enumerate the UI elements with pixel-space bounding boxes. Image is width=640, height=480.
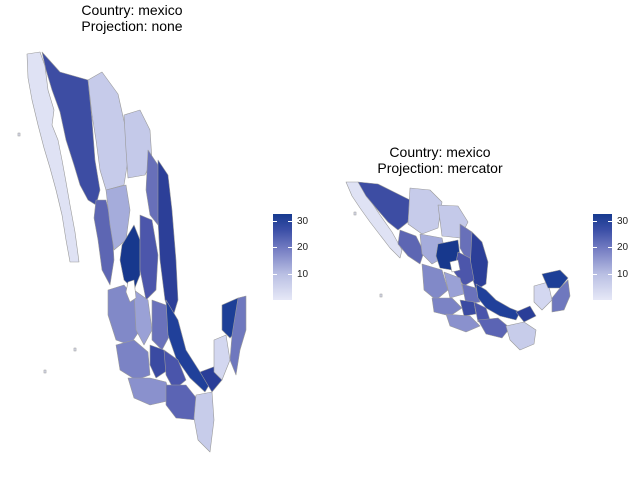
map-panel-mercator: Country: mexico Projection: mercator [320,0,640,480]
title-country: Country: mexico [389,144,491,160]
region-chiapas [193,391,215,453]
region-island [17,132,21,137]
title-projection: Projection: mercator [377,160,503,176]
panel-title: Country: mexico Projection: mercator [330,144,550,176]
legend-tick-label: 10 [617,269,629,280]
region-mexico-state [149,344,169,379]
region-island [73,347,77,352]
choropleth-map [17,51,247,453]
region-baja-california [26,51,80,263]
region-quintana-roo [229,295,247,376]
legend-gradient-bar [273,214,292,300]
map-panel-none: Country: mexico Projection: none [17,2,313,453]
region-island [353,211,357,216]
region-chihuahua [407,187,443,235]
choropleth-map [345,181,571,351]
region-sonora [357,181,411,231]
title-country: Country: mexico [81,2,183,18]
region-guanajuato [133,289,153,346]
panel-title: Country: mexico Projection: none [32,2,232,34]
region-island [379,293,383,298]
legend-tick-label: 20 [617,242,629,253]
title-projection: Projection: none [81,18,183,34]
region-chiapas [505,321,537,351]
region-veracruz [475,283,521,321]
region-campeche [213,334,231,381]
region-mexico-state [459,299,477,317]
region-oaxaca [165,384,199,421]
legend-tick-label: 30 [297,216,309,227]
region-yucatan [541,269,569,289]
legend-tick-label: 20 [297,242,309,253]
region-hidalgo [151,299,171,351]
region-tabasco [515,305,537,323]
region-michoacan [431,297,463,317]
region-zacatecas [119,224,141,291]
region-tamaulipas [469,231,489,291]
region-guerrero [127,377,173,406]
region-island [125,279,137,303]
region-sinaloa [397,229,425,265]
legend-gradient-bar [593,214,612,300]
region-michoacan [115,339,151,381]
region-oaxaca [477,317,511,339]
region-jalisco [421,263,449,301]
color-legend: 30 20 10 [593,214,633,304]
region-guerrero [445,313,481,333]
region-chihuahua [87,71,129,191]
region-tamaulipas [157,159,179,321]
region-hidalgo [461,283,481,305]
legend-tick-label: 10 [297,269,309,280]
region-san-luis-potosi [139,214,159,301]
region-quintana-roo [551,279,571,313]
region-island [43,369,47,374]
color-legend: 30 20 10 [273,214,313,304]
legend-tick-label: 30 [617,216,629,227]
region-island [449,259,461,273]
